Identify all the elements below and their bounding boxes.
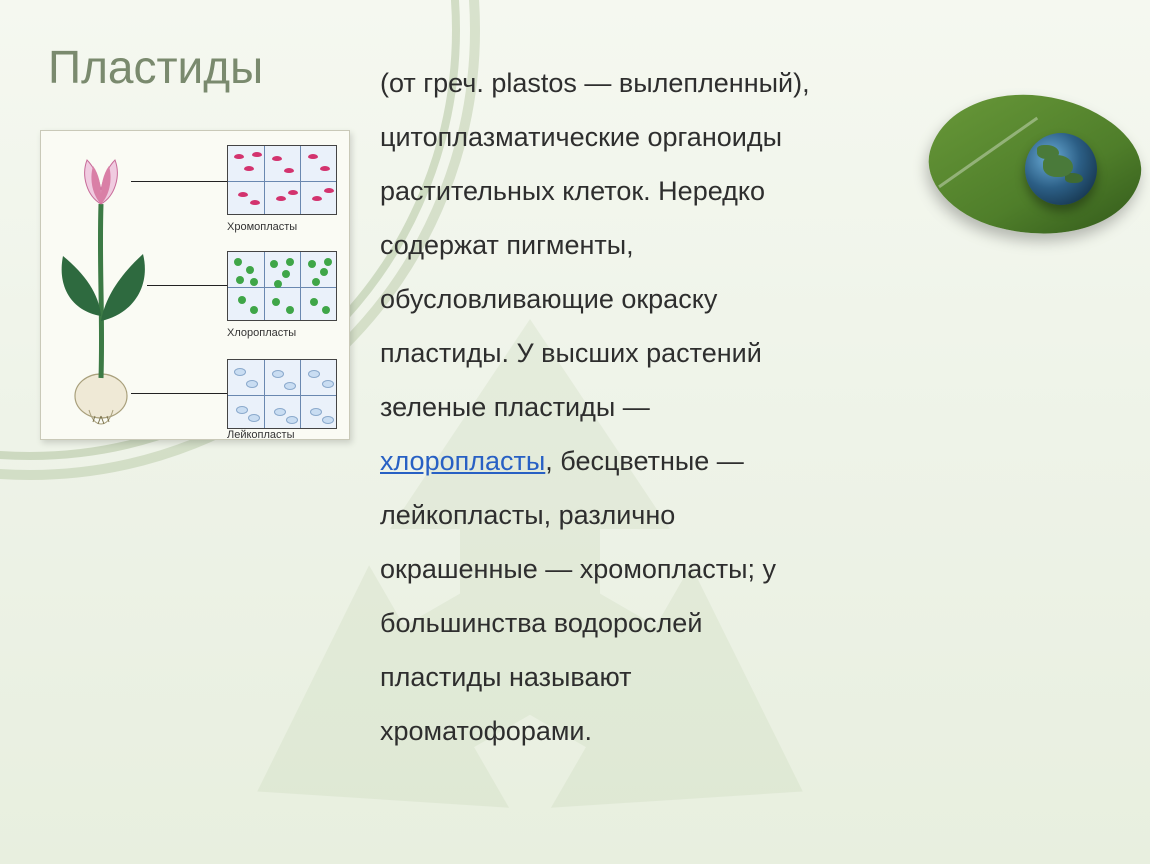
- body-line: , бесцветные —: [545, 446, 744, 476]
- body-line: зеленые пластиды —: [380, 392, 650, 422]
- body-line: растительных клеток. Нередко: [380, 176, 765, 206]
- body-line: окрашенные — хромопласты; у: [380, 554, 776, 584]
- body-line: цитоплазматические органоиды: [380, 122, 782, 152]
- slide: Пластиды: [0, 0, 1150, 864]
- body-line: содержат пигменты,: [380, 230, 634, 260]
- body-line: большинства водорослей: [380, 608, 702, 638]
- tulip-plant-illustration: [51, 146, 161, 426]
- body-line: обусловливающие окраску: [380, 284, 717, 314]
- body-line: пластиды. У высших растений: [380, 338, 762, 368]
- body-line: (от греч. plastos — вылепленный),: [380, 68, 810, 98]
- leader-line: [131, 181, 229, 182]
- leader-line: [147, 285, 229, 286]
- chloroplasts-link[interactable]: хлоропласты: [380, 446, 545, 476]
- body-line: хроматофорами.: [380, 716, 592, 746]
- body-line: лейкопласты, различно: [380, 500, 675, 530]
- slide-body-text: (от греч. plastos — вылепленный), цитопл…: [300, 56, 1090, 758]
- slide-title: Пластиды: [48, 40, 263, 94]
- body-line: пластиды называют: [380, 662, 632, 692]
- leader-line: [131, 393, 229, 394]
